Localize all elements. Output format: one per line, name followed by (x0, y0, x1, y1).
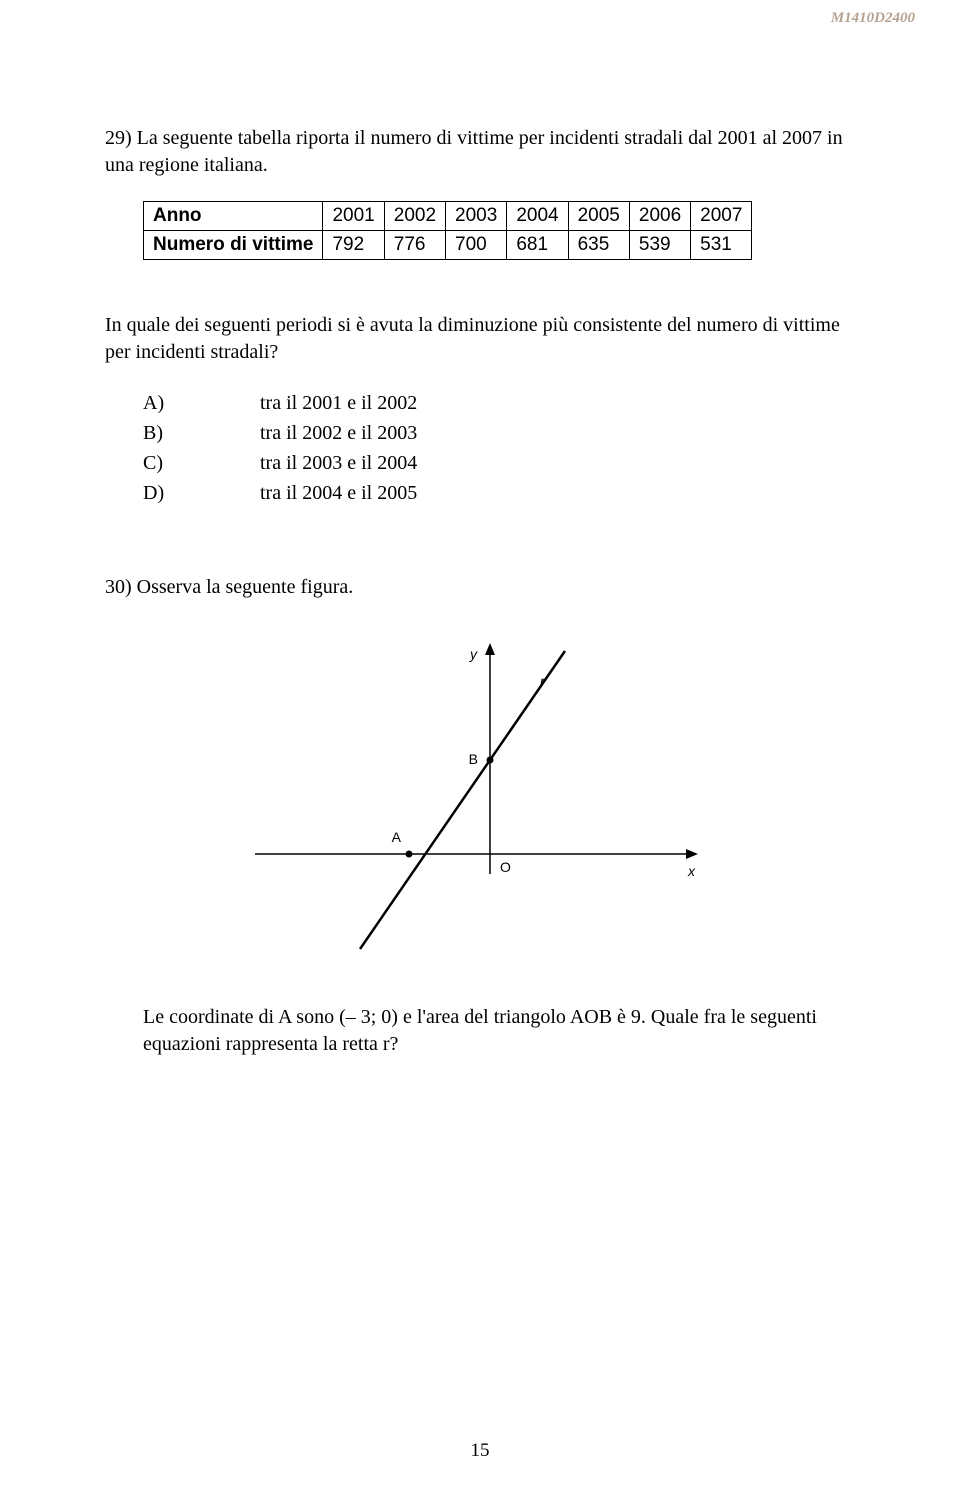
option-b: B) tra il 2002 e il 2003 (105, 418, 860, 448)
option-label: C) (105, 448, 198, 478)
svg-text:y: y (469, 646, 478, 662)
svg-text:O: O (500, 859, 511, 875)
q30-figure: yxOABr (245, 639, 860, 964)
cell-victims: 539 (629, 231, 690, 260)
cell-year: 2004 (507, 202, 568, 231)
cell-victims: 792 (323, 231, 384, 260)
page: M1410D2400 29) La seguente tabella ripor… (0, 0, 960, 1490)
q29-options: A) tra il 2001 e il 2002 B) tra il 2002 … (105, 388, 860, 508)
row-label-vittime: Numero di vittime (144, 231, 323, 260)
option-label: A) (105, 388, 198, 418)
option-a: A) tra il 2001 e il 2002 (105, 388, 860, 418)
cell-year: 2003 (446, 202, 507, 231)
cell-victims: 776 (384, 231, 445, 260)
option-text: tra il 2003 e il 2004 (198, 448, 417, 478)
table-row-years: Anno 2001 2002 2003 2004 2005 2006 2007 (144, 202, 752, 231)
table-row-victims: Numero di vittime 792 776 700 681 635 53… (144, 231, 752, 260)
option-d: D) tra il 2004 e il 2005 (105, 478, 860, 508)
q30-prompt: 30) Osserva la seguente figura. (105, 576, 860, 599)
cell-victims: 681 (507, 231, 568, 260)
cell-year: 2002 (384, 202, 445, 231)
option-text: tra il 2004 e il 2005 (198, 478, 417, 508)
cell-year: 2005 (568, 202, 629, 231)
svg-text:x: x (687, 863, 696, 879)
svg-text:A: A (392, 829, 402, 845)
option-label: B) (105, 418, 198, 448)
option-label: D) (105, 478, 198, 508)
cell-year: 2001 (323, 202, 384, 231)
option-c: C) tra il 2003 e il 2004 (105, 448, 860, 478)
q29-table: Anno 2001 2002 2003 2004 2005 2006 2007 … (143, 201, 752, 260)
option-text: tra il 2002 e il 2003 (198, 418, 417, 448)
axes-line-figure: yxOABr (245, 639, 705, 959)
cell-victims: 635 (568, 231, 629, 260)
option-text: tra il 2001 e il 2002 (198, 388, 417, 418)
cell-victims: 700 (446, 231, 507, 260)
svg-text:B: B (469, 751, 478, 767)
q29-prompt: 29) La seguente tabella riporta il numer… (105, 125, 860, 179)
q29-subquestion: In quale dei seguenti periodi si è avuta… (105, 312, 860, 366)
cell-year: 2007 (691, 202, 752, 231)
header-code: M1410D2400 (831, 10, 915, 27)
cell-victims: 531 (691, 231, 752, 260)
cell-year: 2006 (629, 202, 690, 231)
q30-followup: Le coordinate di A sono (– 3; 0) e l'are… (143, 1004, 860, 1058)
page-number: 15 (0, 1440, 960, 1462)
row-label-anno: Anno (144, 202, 323, 231)
